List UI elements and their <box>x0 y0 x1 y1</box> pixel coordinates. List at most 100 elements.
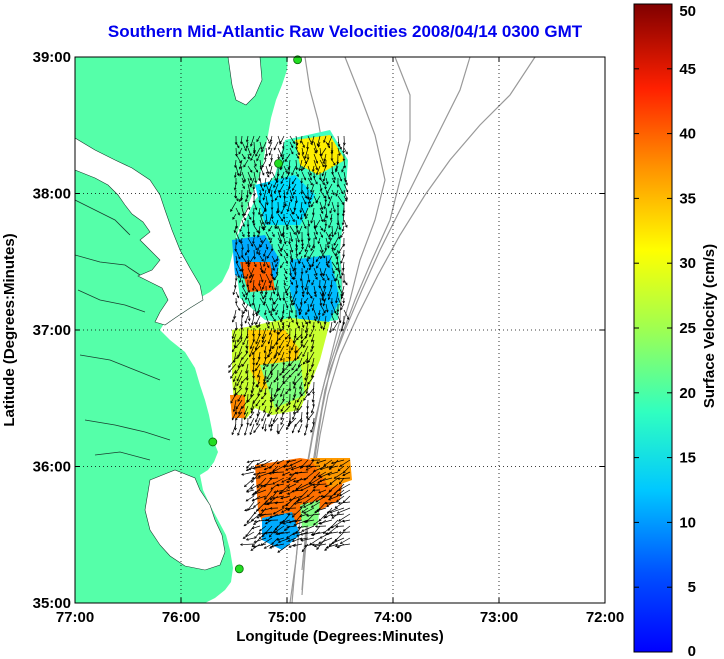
velocity-arrow <box>300 483 315 491</box>
velocity-arrow <box>241 351 249 360</box>
velocity-arrow <box>307 195 311 204</box>
velocity-arrow <box>319 267 323 276</box>
velocity-arrow <box>253 543 267 548</box>
velocity-arrow <box>265 171 270 178</box>
velocity-arrow-head <box>280 394 283 398</box>
velocity-arrow <box>339 489 351 497</box>
velocity-arrow-head <box>291 196 294 199</box>
velocity-arrow-head <box>268 221 271 225</box>
velocity-arrow-head <box>254 490 257 494</box>
velocity-arrow-head <box>304 254 307 258</box>
velocity-arrow <box>272 477 285 485</box>
velocity-arrow <box>268 141 273 150</box>
velocity-arrow-head <box>327 473 331 476</box>
velocity-arrow <box>307 237 310 248</box>
velocity-arrow <box>247 255 250 263</box>
velocity-arrow-head <box>251 322 254 326</box>
velocity-arrow <box>241 153 246 160</box>
velocity-arrow-head <box>306 494 310 498</box>
velocity-arrow <box>262 525 273 537</box>
velocity-arrow-head <box>340 328 344 332</box>
velocity-arrow-head <box>284 277 288 281</box>
velocity-arrow <box>292 489 303 492</box>
velocity-arrow-head <box>333 248 336 251</box>
velocity-arrow-head <box>337 236 341 240</box>
velocity-arrow-head <box>296 534 299 537</box>
velocity-arrow <box>241 231 245 237</box>
velocity-arrow <box>284 153 291 162</box>
velocity-arrow <box>327 195 333 207</box>
velocity-arrow-head <box>249 169 253 173</box>
colorbar-tick-label: 45 <box>679 61 696 78</box>
chesapeake-bay <box>75 137 204 326</box>
velocity-arrow-head <box>235 345 238 349</box>
velocity-arrow-head <box>327 145 331 149</box>
velocity-arrow <box>289 261 295 272</box>
velocity-arrow-head <box>297 373 300 377</box>
velocity-arrow <box>265 195 268 205</box>
velocity-arrow-head <box>303 300 307 304</box>
velocity-arrow-head <box>296 356 300 360</box>
velocity-arrow-head <box>332 271 335 274</box>
velocity-arrow <box>298 255 303 264</box>
velocity-arrow-head <box>252 313 255 317</box>
velocity-arrow <box>260 483 273 487</box>
velocity-arrow-head <box>288 498 292 501</box>
velocity-arrow <box>268 159 273 167</box>
velocity-arrow <box>307 135 313 145</box>
velocity-arrow-head <box>292 188 295 192</box>
velocity-arrow <box>335 189 339 197</box>
velocity-arrow-head <box>261 402 265 406</box>
velocity-arrow <box>295 345 303 353</box>
velocity-arrow-head <box>322 178 326 182</box>
velocity-arrow <box>253 159 257 167</box>
velocity-arrow-head <box>307 381 311 385</box>
velocity-arrow <box>323 135 327 143</box>
velocity-arrow <box>235 291 240 298</box>
velocity-arrow-head <box>317 144 321 148</box>
velocity-arrow <box>239 195 243 202</box>
velocity-arrow <box>257 375 261 388</box>
velocity-arrow-head <box>275 211 279 214</box>
velocity-arrow <box>280 243 285 251</box>
velocity-arrow-head <box>281 411 285 415</box>
velocity-arrow <box>247 225 250 235</box>
velocity-arrow <box>295 321 300 329</box>
velocity-arrow <box>261 393 267 399</box>
velocity-arrow <box>234 279 237 288</box>
velocity-arrow-head <box>238 151 242 155</box>
velocity-arrow-head <box>253 540 257 543</box>
velocity-arrow <box>289 207 294 215</box>
velocity-arrow <box>239 273 243 283</box>
velocity-arrow-head <box>291 514 295 518</box>
velocity-arrow-head <box>270 216 274 220</box>
velocity-arrow-head <box>282 381 286 385</box>
velocity-arrow-head <box>258 283 261 287</box>
velocity-arrow-head <box>276 532 280 536</box>
velocity-arrow <box>323 201 327 209</box>
velocity-arrow-head <box>329 217 333 221</box>
velocity-arrow <box>241 471 255 476</box>
velocity-arrow-head <box>299 386 302 390</box>
velocity-arrow-head <box>334 232 337 236</box>
velocity-arrow <box>247 147 252 156</box>
velocity-arrow <box>283 165 288 173</box>
velocity-arrow-head <box>342 473 346 476</box>
velocity-arrow <box>289 237 291 244</box>
velocity-arrow-head <box>250 346 253 350</box>
velocity-arrow-head <box>303 201 307 205</box>
velocity-arrow-head <box>315 509 319 512</box>
velocity-arrow-head <box>315 200 319 204</box>
velocity-arrow <box>338 483 351 491</box>
velocity-arrow-head <box>302 501 306 505</box>
velocity-arrow-head <box>287 512 290 516</box>
velocity-arrow <box>241 357 249 367</box>
velocity-arrow <box>300 537 309 540</box>
velocity-arrow <box>257 513 273 516</box>
velocity-arrow-head <box>329 482 333 485</box>
velocity-arrow <box>289 357 297 367</box>
velocity-arrow <box>318 471 327 477</box>
velocity-arrow <box>337 261 340 273</box>
velocity-arrow-head <box>241 234 245 238</box>
velocity-arrow <box>263 405 267 413</box>
